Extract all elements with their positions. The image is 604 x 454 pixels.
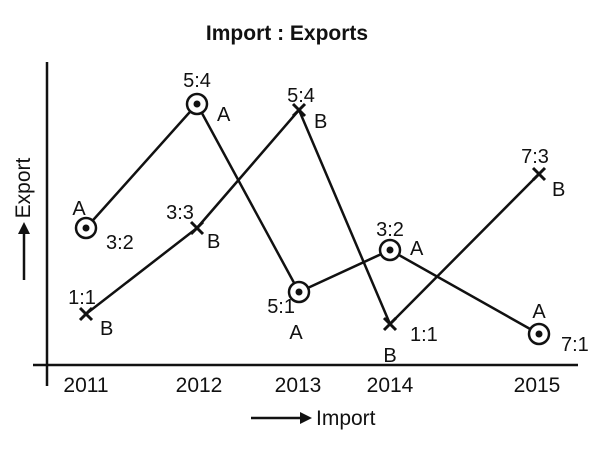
point-ratio-label: 5:4 (183, 70, 211, 92)
marker-cross (382, 316, 398, 332)
x-tick-labels: 2011 2012 2013 2014 2015 (63, 374, 560, 397)
y-axis-arrow-head (18, 222, 30, 234)
x-tick-label: 2013 (275, 374, 322, 397)
point-series-label: A (72, 198, 86, 220)
x-axis-arrow-head (300, 412, 312, 424)
series-line-a (85, 102, 540, 336)
x-axis-label: Import (316, 407, 376, 430)
series-markers (74, 92, 551, 346)
x-axis-label-group: Import (251, 407, 376, 430)
marker-circle-dot (185, 92, 209, 116)
point-series-label: B (100, 318, 113, 340)
y-axis-label-group: Export (12, 157, 35, 280)
x-tick-label: 2014 (367, 374, 414, 397)
marker-cross (531, 166, 547, 182)
marker-circle-dot (74, 216, 98, 240)
point-series-label: A (410, 238, 424, 260)
x-tick-label: 2012 (176, 374, 223, 397)
marker-cross (78, 306, 94, 322)
point-ratio-label: 1:1 (68, 287, 96, 309)
marker-cross (291, 102, 307, 118)
point-ratio-label: 5:4 (287, 85, 315, 107)
x-tick-label: 2015 (514, 374, 561, 397)
series-line-b (85, 108, 540, 326)
point-series-label: B (314, 111, 327, 133)
point-ratio-label: 3:2 (106, 232, 134, 254)
point-labels: A3:2A5:4A5:1A3:2A7:1B1:1B3:3B5:4B1:1B7:3 (68, 70, 589, 367)
x-tick-label: 2011 (63, 374, 108, 397)
point-series-label: B (383, 345, 396, 367)
point-ratio-label: 3:3 (166, 202, 194, 224)
point-ratio-label: 1:1 (410, 324, 438, 346)
point-ratio-label: 7:3 (521, 146, 549, 168)
point-series-label: B (552, 179, 565, 201)
point-series-label: A (532, 301, 546, 323)
marker-circle-dot (378, 238, 402, 262)
point-series-label: B (207, 231, 220, 253)
marker-circle-dot (287, 280, 311, 304)
axes (33, 62, 578, 386)
point-ratio-label: 5:1 (267, 296, 295, 318)
series-lines (85, 102, 540, 336)
marker-circle-dot (527, 322, 551, 346)
point-ratio-label: 7:1 (561, 334, 589, 356)
marker-cross (189, 220, 205, 236)
point-series-label: A (289, 322, 303, 344)
point-series-label: A (217, 104, 231, 126)
chart-title: Import : Exports (206, 22, 368, 45)
y-axis-label: Export (12, 157, 35, 218)
point-ratio-label: 3:2 (376, 219, 404, 241)
